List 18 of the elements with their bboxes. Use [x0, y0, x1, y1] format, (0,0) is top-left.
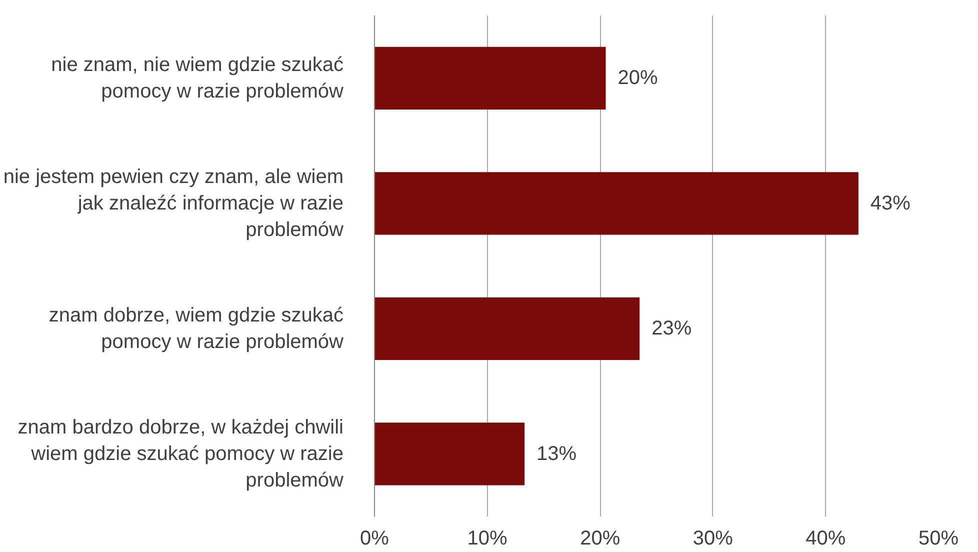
bar	[374, 172, 858, 235]
data-label: 43%	[870, 192, 911, 214]
x-tick-label: 20%	[580, 528, 620, 550]
x-tick-label: 30%	[692, 528, 734, 550]
x-tick-label: 0%	[360, 528, 390, 550]
data-label: 20%	[618, 67, 658, 90]
x-tick-label: 10%	[467, 528, 508, 550]
bar	[374, 422, 525, 486]
x-tick-label: 40%	[806, 528, 846, 550]
bar	[374, 46, 606, 110]
data-label: 13%	[536, 442, 577, 465]
y-tick-label: znam bardzo dobrze, w każdej chwili wiem gdzie szukać pomocy w razie problemów	[18, 416, 344, 492]
y-tick-label: nie znam, nie wiem gdzie szukać pomocy w razie problemów	[51, 54, 344, 102]
y-tick-label: nie jestem pewien czy znam, ale wiem jak znaleźć informacje w razie problemów	[3, 166, 344, 241]
x-tick-label: 50%	[918, 528, 959, 550]
y-tick-label: znam dobrze, wiem gdzie szukać pomocy w razie problemów	[48, 304, 344, 353]
data-label: 23%	[652, 318, 692, 340]
bar	[374, 297, 640, 360]
